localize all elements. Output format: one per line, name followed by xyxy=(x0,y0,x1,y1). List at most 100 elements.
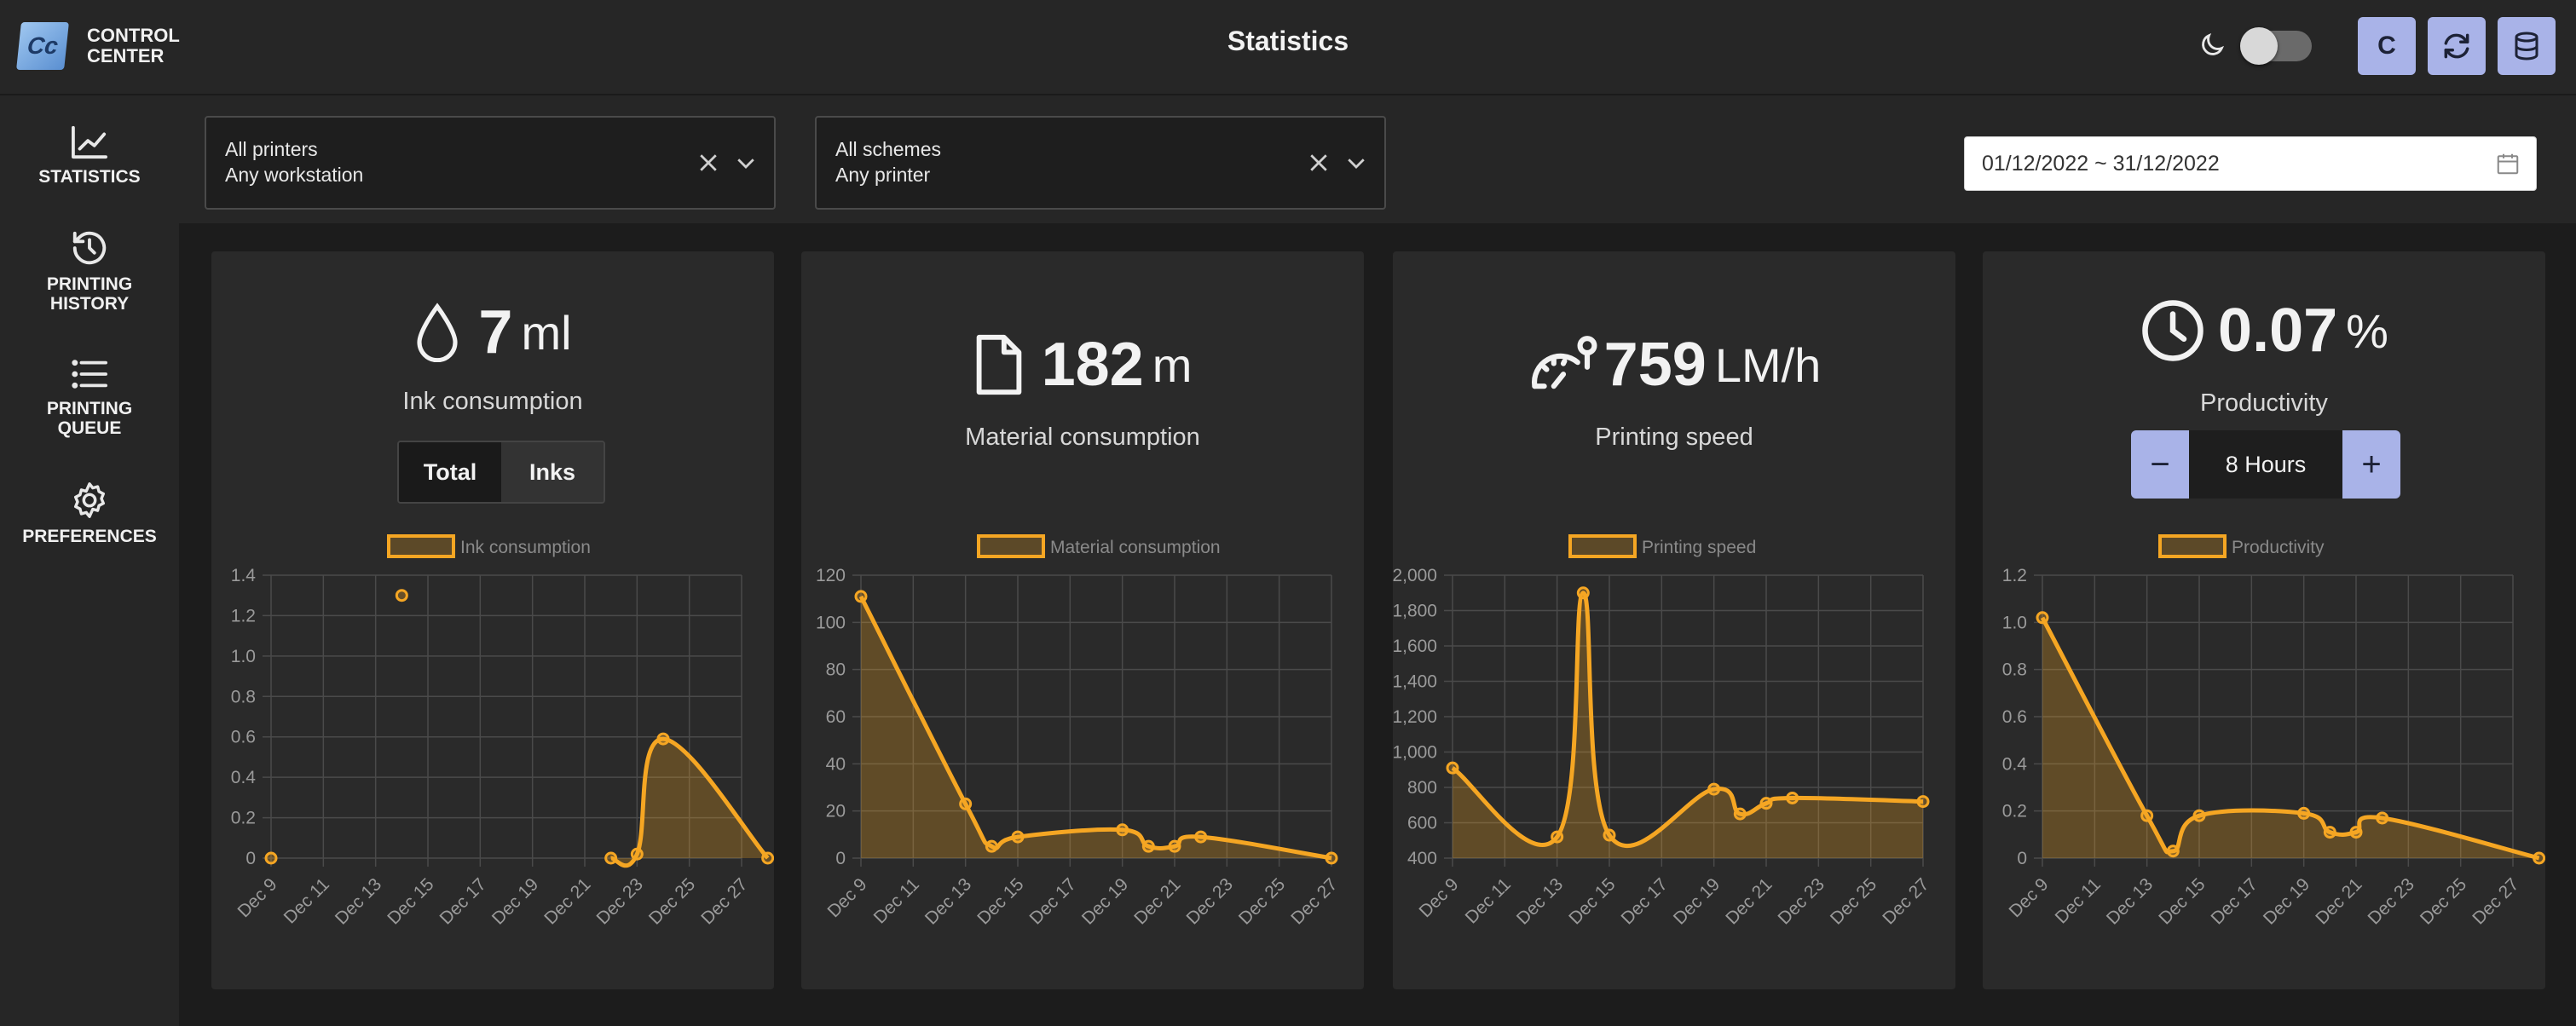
x-tick-label: Dec 25 xyxy=(2417,874,2470,928)
y-tick-label: 1.2 xyxy=(2002,566,2027,585)
droplet-icon xyxy=(417,303,458,362)
filter-bar: All printers Any workstation All schemes… xyxy=(179,95,2576,223)
series-area xyxy=(861,596,1331,858)
data-point[interactable] xyxy=(604,851,618,865)
data-point[interactable] xyxy=(1603,828,1616,842)
ink-consumption-chart: Ink consumption 1.4 1.2 1.0 0.8 0.6 0.4 0.2 0 Dec… xyxy=(231,534,774,929)
data-point[interactable] xyxy=(959,797,973,810)
user-button[interactable]: C xyxy=(2358,17,2416,75)
data-point[interactable] xyxy=(630,847,644,861)
data-point[interactable] xyxy=(264,851,278,865)
sidebar-item-printing-queue[interactable]: PRINTING QUEUE xyxy=(0,356,179,438)
x-tick-label: Dec 15 xyxy=(2155,874,2209,928)
legend-label: Printing speed xyxy=(1642,538,1756,557)
x-tick-label: Dec 15 xyxy=(384,874,437,928)
data-point[interactable] xyxy=(1446,761,1459,775)
y-tick-label: 0.6 xyxy=(231,728,256,747)
data-point[interactable] xyxy=(761,851,774,865)
x-tick-label: Dec 25 xyxy=(1235,874,1289,928)
series-area xyxy=(2042,617,2539,858)
y-tick-label: 1,000 xyxy=(1393,743,1437,763)
increment-button[interactable]: + xyxy=(2342,430,2400,499)
printer-select-line1: All printers xyxy=(225,138,318,160)
chevron-down-icon[interactable] xyxy=(733,150,759,176)
data-point[interactable] xyxy=(1551,830,1564,844)
data-point[interactable] xyxy=(1707,782,1721,796)
printer-select-line2: Any workstation xyxy=(225,164,364,186)
series-line xyxy=(1451,591,1924,849)
data-point[interactable] xyxy=(1194,830,1208,844)
data-point[interactable] xyxy=(2036,611,2049,625)
sidebar-item-label: PRINTING xyxy=(46,274,133,294)
data-point[interactable] xyxy=(2533,851,2545,865)
data-point[interactable] xyxy=(395,589,408,602)
material-consumption-chart: Material consumption 120 100 80 60 40 20 0 Dec 9… xyxy=(816,534,1342,929)
y-tick-label: 100 xyxy=(816,613,846,632)
x-tick-label: Dec 11 xyxy=(280,874,333,927)
scheme-select-line2: Any printer xyxy=(835,164,931,186)
sidebar-item-preferences[interactable]: PREFERENCES xyxy=(0,481,179,546)
material-consumption-label: Material consumption xyxy=(965,424,1200,451)
x-tick-label: Dec 21 xyxy=(1722,874,1776,928)
sidebar-item-printing-history[interactable]: PRINTING HISTORY xyxy=(0,228,179,314)
scheme-select[interactable]: All schemes Any printer xyxy=(815,116,1386,210)
y-tick-label: 1,600 xyxy=(1393,637,1437,656)
y-tick-label: 0.8 xyxy=(2002,660,2027,680)
y-tick-label: 0.2 xyxy=(231,809,256,828)
date-range-value: 01/12/2022 ~ 31/12/2022 xyxy=(1982,152,2220,176)
calendar-icon[interactable] xyxy=(2495,151,2521,176)
chart-grid xyxy=(852,574,1332,867)
speedometer-icon xyxy=(1531,336,1597,389)
dark-mode-toggle[interactable] xyxy=(2240,27,2312,65)
x-tick-label: Dec 9 xyxy=(823,874,870,921)
data-point[interactable] xyxy=(1011,830,1025,844)
y-tick-label: 1.4 xyxy=(231,566,257,585)
x-tick-label: Dec 27 xyxy=(1287,874,1341,928)
sidebar-item-statistics[interactable]: STATISTICS xyxy=(0,124,179,187)
x-tick-label: Dec 9 xyxy=(2005,874,2052,921)
data-point[interactable] xyxy=(985,839,998,853)
chevron-down-icon[interactable] xyxy=(1343,150,1369,176)
data-point[interactable] xyxy=(1733,807,1747,821)
y-tick-label: 0.2 xyxy=(2002,802,2027,821)
x-tick-label: Dec 17 xyxy=(1026,874,1080,928)
toggle-total-button[interactable]: Total xyxy=(399,442,501,502)
data-point[interactable] xyxy=(2376,811,2389,825)
decrement-button[interactable]: − xyxy=(2131,430,2189,499)
data-point[interactable] xyxy=(1916,795,1930,809)
data-point[interactable] xyxy=(2297,806,2311,820)
data-point[interactable] xyxy=(1116,823,1129,837)
data-point[interactable] xyxy=(2140,809,2154,822)
data-point[interactable] xyxy=(1168,839,1181,853)
page-title: Statistics xyxy=(1227,26,1349,56)
data-point[interactable] xyxy=(2166,844,2180,858)
x-tick-label: Dec 23 xyxy=(2365,874,2418,928)
data-point[interactable] xyxy=(1786,791,1799,804)
data-point[interactable] xyxy=(1141,839,1155,853)
data-point[interactable] xyxy=(1576,586,1590,600)
moon-icon xyxy=(2202,32,2225,55)
clear-icon[interactable] xyxy=(696,150,721,176)
y-tick-label: 0.4 xyxy=(2002,754,2028,774)
sidebar-item-label: QUEUE xyxy=(57,418,122,438)
x-tick-label: Dec 11 xyxy=(870,874,923,927)
data-point[interactable] xyxy=(1759,797,1773,810)
toggle-knob xyxy=(2240,27,2278,65)
data-point[interactable] xyxy=(2349,826,2363,839)
date-range-picker[interactable]: 01/12/2022 ~ 31/12/2022 xyxy=(1964,136,2537,191)
data-point[interactable] xyxy=(854,590,868,603)
x-tick-label: Dec 25 xyxy=(1827,874,1880,928)
y-tick-label: 1,200 xyxy=(1393,707,1437,727)
database-button[interactable] xyxy=(2498,17,2556,75)
refresh-button[interactable] xyxy=(2428,17,2486,75)
data-point[interactable] xyxy=(2192,809,2206,822)
data-point[interactable] xyxy=(656,732,670,746)
clear-icon[interactable] xyxy=(1306,150,1331,176)
printer-select[interactable]: All printers Any workstation xyxy=(205,116,776,210)
toggle-inks-button[interactable]: Inks xyxy=(501,442,604,502)
list-icon xyxy=(72,360,107,389)
data-point[interactable] xyxy=(1325,851,1338,865)
data-point[interactable] xyxy=(2323,826,2336,839)
app-name-line2: CENTER xyxy=(87,45,165,66)
database-icon xyxy=(2515,32,2538,61)
